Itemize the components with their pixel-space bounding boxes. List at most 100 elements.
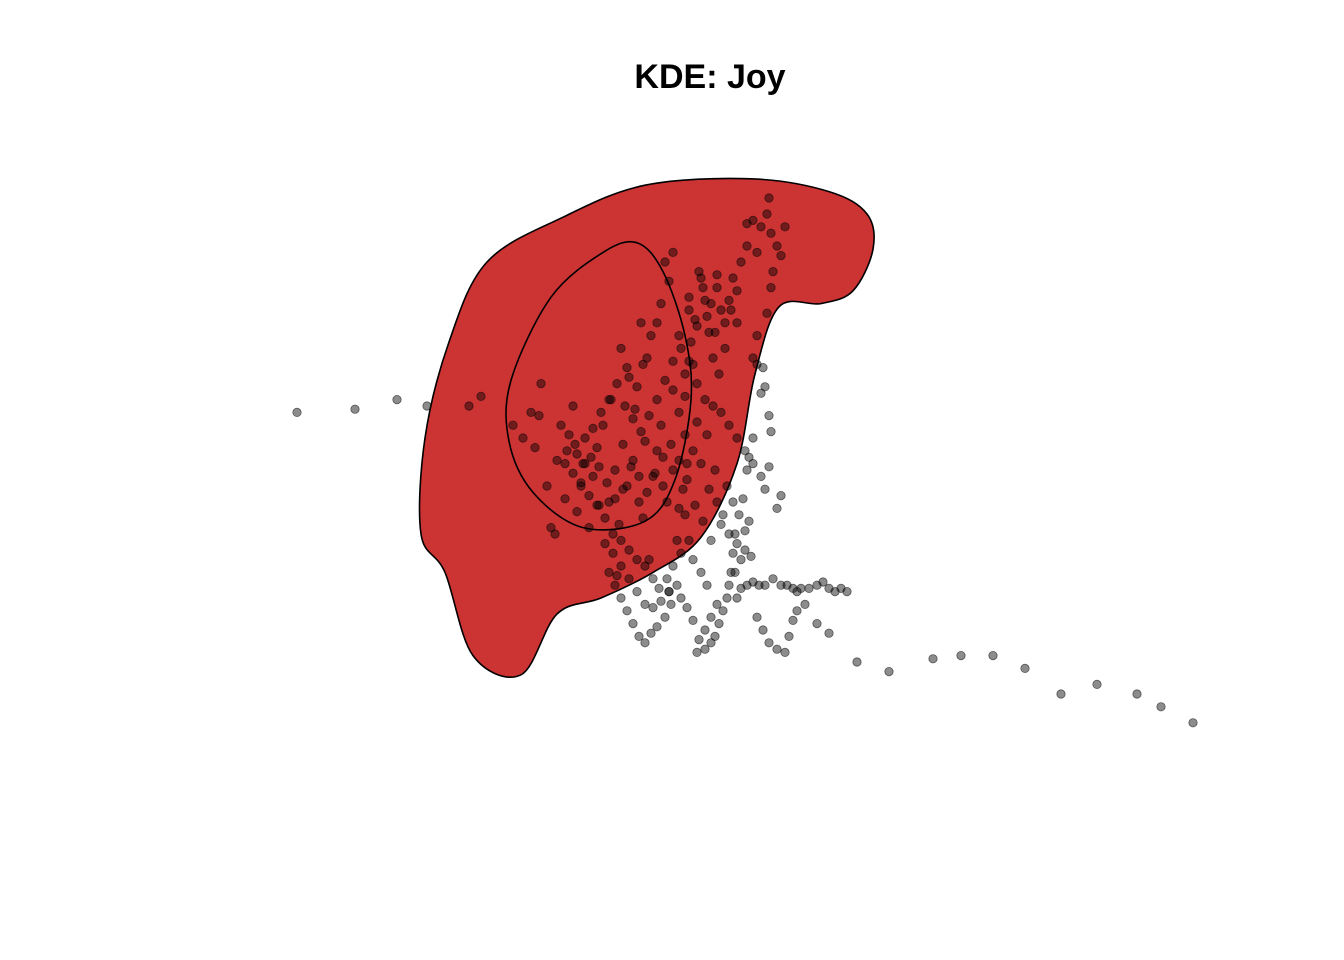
scatter-point <box>636 318 646 328</box>
scatter-point <box>758 625 768 635</box>
scatter-point <box>586 452 596 462</box>
scatter-point <box>674 407 684 417</box>
scatter-point <box>698 282 708 293</box>
scatter-point <box>572 449 582 459</box>
scatter-point <box>550 529 560 539</box>
scatter-point <box>668 465 678 475</box>
scatter-point <box>684 292 694 302</box>
scatter-point <box>652 394 662 405</box>
scatter-point <box>580 458 590 469</box>
scatter-point <box>464 401 474 411</box>
scatter-point <box>612 378 622 389</box>
scatter-point <box>694 634 704 645</box>
scatter-point <box>712 270 722 280</box>
scatter-point <box>692 417 702 427</box>
scatter-point <box>748 458 758 469</box>
scatter-point <box>598 420 608 430</box>
scatter-point <box>716 305 726 315</box>
scatter-point <box>690 500 700 510</box>
scatter-point <box>640 436 650 446</box>
scatter-point <box>716 519 726 530</box>
scatter-point <box>570 439 580 449</box>
scatter-point <box>706 612 716 622</box>
scatter-point <box>476 391 486 401</box>
density-regions <box>418 177 875 678</box>
scatter-point <box>692 647 702 658</box>
scatter-point <box>656 298 666 309</box>
scatter-point <box>1092 679 1102 690</box>
scatter-point <box>718 510 728 520</box>
scatter-point <box>648 602 658 613</box>
scatter-point <box>696 567 706 578</box>
scatter-point <box>682 602 692 613</box>
scatter-point <box>560 458 570 469</box>
scatter-point <box>578 458 588 469</box>
scatter-point <box>568 468 578 478</box>
scatter-point <box>638 513 648 523</box>
scatter-point <box>956 650 966 661</box>
scatter-point <box>292 407 302 417</box>
scatter-point <box>928 654 938 664</box>
scatter-point <box>622 606 632 616</box>
scatter-point <box>1132 689 1142 699</box>
scatter-point <box>760 484 770 494</box>
scatter-point <box>708 353 718 363</box>
scatter-point <box>660 257 670 267</box>
scatter-point <box>646 330 656 341</box>
scatter-point <box>1056 689 1066 699</box>
scatter-point <box>766 282 776 293</box>
scatter-point <box>696 273 706 283</box>
scatter-point <box>1188 718 1198 728</box>
scatter-point <box>688 615 698 626</box>
scatter-point <box>764 193 774 203</box>
scatter-point <box>640 638 650 648</box>
scatter-point <box>740 545 750 555</box>
scatter-point <box>724 420 734 430</box>
scatter-point <box>688 554 698 565</box>
scatter-point <box>682 474 692 485</box>
scatter-point <box>672 535 682 546</box>
scatter-point <box>716 407 726 417</box>
scatter-point <box>564 430 574 440</box>
scatter-point <box>788 615 798 626</box>
scatter-point <box>766 426 776 437</box>
scatter-point <box>752 247 762 257</box>
scatter-point <box>392 394 402 405</box>
scatter-point <box>674 455 684 465</box>
scatter-point <box>660 612 670 622</box>
scatter-point <box>508 420 518 430</box>
scatter-point <box>738 494 748 504</box>
scatter-point <box>704 327 714 337</box>
scatter-point <box>602 478 612 488</box>
scatter-point <box>700 295 710 305</box>
scatter-point <box>732 538 742 549</box>
scatter-point <box>1156 702 1166 712</box>
scatter-point <box>560 494 570 504</box>
scatter-point <box>720 318 730 328</box>
scatter-point <box>720 343 730 353</box>
scatter-point <box>746 551 756 562</box>
scatter-point <box>700 394 710 405</box>
scatter-point <box>760 580 770 590</box>
scatter-point <box>700 625 710 635</box>
scatter-point <box>624 574 634 584</box>
scatter-point <box>518 433 528 443</box>
scatter-point <box>620 401 630 411</box>
scatter-point <box>608 548 618 558</box>
scatter-point <box>764 462 774 472</box>
scatter-point <box>626 462 636 472</box>
scatter-point <box>594 500 604 510</box>
scatter-point <box>664 276 674 286</box>
scatter-point <box>536 378 546 389</box>
scatter-point <box>722 481 732 491</box>
scatter-point <box>742 465 752 475</box>
scatter-point <box>600 538 610 549</box>
scatter-point <box>640 561 650 571</box>
scatter-point <box>642 353 652 363</box>
scatter-point <box>584 522 594 533</box>
scatter-point <box>772 503 782 513</box>
scatter-point <box>732 318 742 328</box>
scatter-point <box>686 337 696 347</box>
scatter-point <box>656 596 666 606</box>
